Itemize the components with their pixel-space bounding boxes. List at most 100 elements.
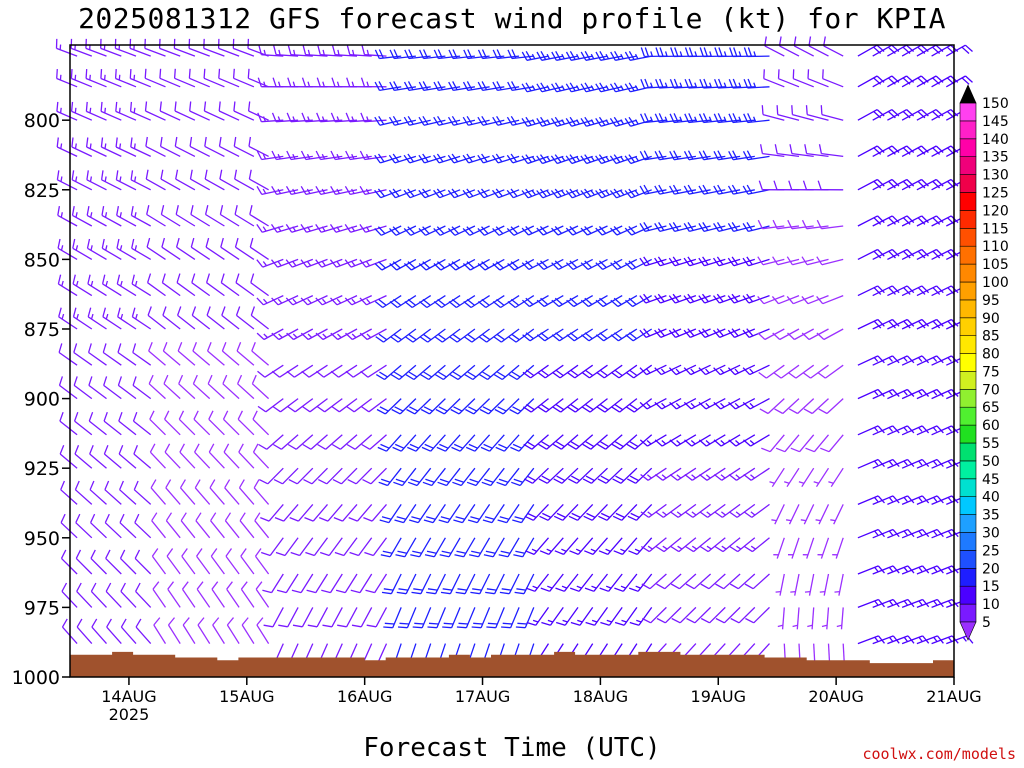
wind-barb: [76, 582, 93, 608]
barb-feather: [773, 371, 782, 379]
wind-barb: [405, 364, 432, 381]
barb-feather: [733, 47, 738, 57]
barb-feather: [625, 334, 634, 342]
wind-barb: [360, 77, 387, 88]
barb-feather: [506, 227, 515, 236]
barb-feather: [951, 495, 959, 504]
wind-barb: [787, 328, 815, 341]
wind-barb: [771, 504, 785, 525]
barb-feather: [454, 554, 464, 558]
barb-feather: [100, 69, 103, 79]
barb-half-feather: [734, 368, 739, 374]
wind-barb: [252, 410, 270, 436]
credit-link[interactable]: coolwx.com/models: [862, 745, 1016, 763]
barb-feather: [747, 47, 753, 57]
barb-feather: [255, 581, 263, 590]
wind-barb: [857, 178, 885, 191]
wind-barb: [147, 306, 166, 330]
barb-feather: [525, 225, 533, 234]
wind-barb: [73, 376, 93, 400]
barb-feather: [435, 408, 445, 415]
barb-feather: [599, 587, 609, 592]
barb-feather: [379, 519, 390, 524]
barb-feather: [654, 367, 662, 376]
barb-feather: [378, 333, 388, 341]
wind-barb: [105, 582, 122, 608]
wind-barb: [56, 101, 78, 121]
wind-barb: [427, 607, 446, 629]
wind-barb: [640, 537, 667, 553]
barb-half-feather: [708, 116, 713, 122]
wind-barb: [103, 411, 122, 436]
barb-feather: [743, 439, 752, 447]
barb-half-feather: [709, 51, 712, 57]
wind-barb: [872, 495, 900, 505]
barb-staff: [189, 77, 210, 88]
wind-barb: [553, 467, 579, 484]
wind-barb: [483, 537, 505, 558]
barb-staff: [103, 453, 122, 469]
barb-feather: [315, 297, 323, 306]
wind-barb: [360, 398, 387, 413]
barb-feather: [712, 257, 720, 267]
colorbar-tick-label: 110: [982, 239, 1009, 255]
barb-feather: [670, 511, 679, 518]
barb-feather: [471, 550, 481, 554]
wind-barb: [614, 573, 638, 592]
barb-feather: [698, 367, 706, 376]
barb-feather: [194, 479, 201, 489]
barb-feather: [640, 113, 646, 123]
barb-feather: [404, 336, 414, 343]
wind-barb: [712, 256, 741, 267]
barb-staff: [151, 555, 167, 575]
barb-half-feather: [705, 474, 711, 479]
barb-feather: [522, 406, 532, 413]
wind-barb: [715, 606, 741, 624]
barb-feather: [363, 516, 373, 522]
barb-staff: [89, 453, 107, 469]
barb-staff: [397, 295, 417, 309]
wind-barb: [495, 434, 520, 452]
barb-feather: [525, 82, 532, 92]
barb-feather: [345, 332, 353, 340]
colorbar-tick-label: 75: [982, 364, 1000, 380]
barb-feather: [422, 188, 430, 197]
barb-staff: [736, 467, 756, 481]
barb-feather: [668, 295, 676, 304]
barb-staff: [131, 247, 152, 260]
barb-half-feather: [620, 548, 626, 552]
barb-feather: [571, 512, 581, 518]
wind-barb: [498, 537, 520, 558]
barb-feather: [585, 441, 595, 448]
barb-staff: [175, 213, 196, 227]
barb-staff: [708, 573, 726, 590]
barb-feather: [148, 341, 153, 352]
barb-half-feather: [118, 74, 121, 81]
barb-feather: [160, 169, 164, 180]
barb-half-feather: [947, 460, 952, 466]
barb-feather: [556, 512, 566, 518]
barb-feather: [364, 551, 374, 557]
barb-staff: [294, 364, 314, 378]
wind-barb: [872, 598, 900, 609]
wind-barb: [190, 237, 211, 260]
wind-barb: [565, 82, 593, 93]
barb-staff: [721, 467, 741, 481]
barb-staff: [357, 503, 373, 522]
wind-barb: [642, 606, 667, 624]
barb-feather: [159, 136, 163, 147]
barb-staff: [177, 350, 196, 366]
barb-feather: [713, 473, 723, 481]
barb-feather: [466, 481, 477, 487]
barb-feather: [644, 47, 650, 57]
barb-feather: [877, 635, 886, 644]
barb-staff: [269, 537, 284, 556]
barb-feather: [613, 154, 621, 163]
barb-staff: [210, 555, 225, 575]
barb-half-feather: [605, 156, 610, 162]
barb-staff: [784, 434, 800, 453]
barb-feather: [584, 550, 594, 556]
wind-barb: [256, 258, 284, 268]
colorbar-cell: [959, 371, 977, 390]
wind-barb: [374, 153, 402, 164]
